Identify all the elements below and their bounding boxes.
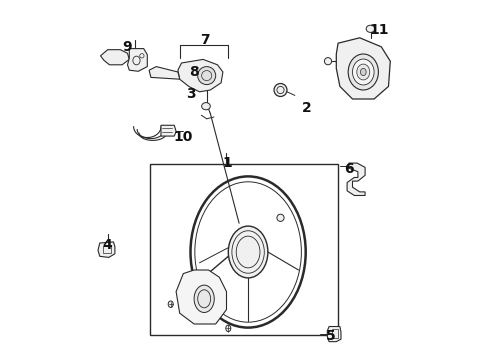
Polygon shape (346, 163, 365, 195)
Ellipse shape (197, 67, 215, 85)
Bar (331, 329, 337, 338)
Ellipse shape (273, 84, 286, 96)
Polygon shape (149, 67, 179, 79)
Polygon shape (178, 59, 223, 92)
Text: 4: 4 (102, 238, 112, 252)
Ellipse shape (201, 103, 210, 110)
Polygon shape (101, 50, 129, 65)
Ellipse shape (356, 64, 369, 80)
Ellipse shape (228, 226, 267, 278)
Ellipse shape (225, 325, 230, 332)
Bar (102, 246, 111, 253)
Polygon shape (176, 270, 226, 324)
Polygon shape (336, 38, 389, 99)
Ellipse shape (168, 301, 173, 307)
Text: 3: 3 (185, 87, 195, 100)
Text: 5: 5 (325, 329, 335, 342)
Ellipse shape (324, 58, 331, 65)
Polygon shape (326, 327, 340, 342)
Text: 6: 6 (344, 162, 353, 176)
Ellipse shape (360, 68, 366, 76)
Text: 10: 10 (173, 130, 193, 144)
Text: 2: 2 (301, 101, 311, 115)
Polygon shape (127, 49, 147, 71)
Polygon shape (98, 242, 115, 257)
Ellipse shape (347, 54, 378, 90)
Text: 9: 9 (122, 40, 132, 54)
Text: 8: 8 (189, 65, 199, 79)
Text: 7: 7 (200, 33, 209, 46)
Ellipse shape (194, 285, 214, 312)
Ellipse shape (352, 59, 373, 85)
Text: 1: 1 (222, 156, 232, 170)
Text: 11: 11 (369, 23, 388, 36)
Polygon shape (161, 125, 176, 136)
Ellipse shape (276, 214, 284, 221)
Ellipse shape (366, 25, 374, 32)
Bar (150, 164, 337, 335)
